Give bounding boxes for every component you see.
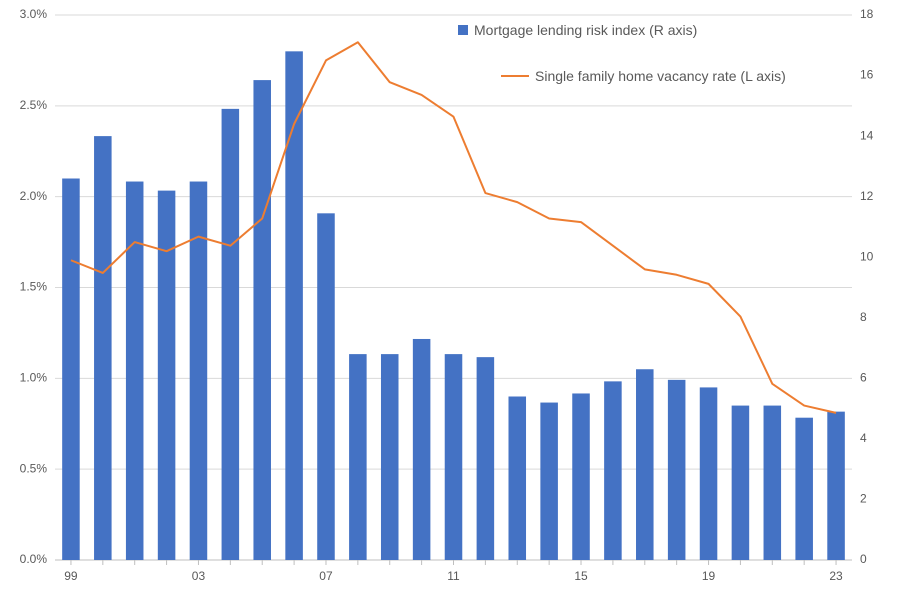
y-right-tick-label: 4 xyxy=(860,431,867,445)
bar xyxy=(62,179,80,561)
y-right-tick-label: 18 xyxy=(860,7,874,21)
bar xyxy=(827,412,845,560)
bar xyxy=(317,213,335,560)
bar xyxy=(381,354,399,560)
chart-root: 0.0% 0.5% 1.0% 1.5% 2.0% 2.5% 3.0% 0 2 4 6 8 10 12 14 1… xyxy=(0,0,897,600)
y-right-tick-label: 12 xyxy=(860,189,874,203)
legend-bar-series: Mortgage lending risk index (R axis) xyxy=(458,22,697,38)
y-left-tick-label: 0.5% xyxy=(20,461,48,475)
bar xyxy=(700,387,718,560)
y-left-tick-label: 2.5% xyxy=(20,98,48,112)
x-tick-label: 19 xyxy=(702,569,716,583)
legend-line-series: Single family home vacancy rate (L axis) xyxy=(501,68,786,84)
bar xyxy=(795,418,813,560)
x-tick-label: 99 xyxy=(64,569,78,583)
bar xyxy=(126,182,144,560)
y-right-tick-label: 14 xyxy=(860,128,874,142)
y-left-tick-label: 1.0% xyxy=(20,371,48,385)
y-left-tick-label: 0.0% xyxy=(20,552,48,566)
bar xyxy=(636,369,654,560)
bar xyxy=(413,339,431,560)
legend-line-swatch-icon xyxy=(501,75,529,77)
bar xyxy=(540,403,558,560)
bar xyxy=(158,191,176,560)
chart-svg: 0.0% 0.5% 1.0% 1.5% 2.0% 2.5% 3.0% 0 2 4 6 8 10 12 14 1… xyxy=(0,0,897,600)
legend-bar-label: Mortgage lending risk index (R axis) xyxy=(474,22,697,38)
y-right-tick-label: 6 xyxy=(860,371,867,385)
bar xyxy=(253,80,271,560)
bar xyxy=(732,406,750,560)
x-tick-label: 11 xyxy=(447,569,460,583)
x-tick-label: 15 xyxy=(574,569,588,583)
y-left-tick-label: 2.0% xyxy=(20,189,48,203)
y-right-tick-label: 10 xyxy=(860,249,874,263)
bar-series xyxy=(62,51,845,560)
bar xyxy=(668,380,686,560)
y-right-tick-label: 8 xyxy=(860,310,867,324)
x-tick-label: 03 xyxy=(192,569,206,583)
bar xyxy=(222,109,240,560)
x-tick-label: 07 xyxy=(319,569,333,583)
bar xyxy=(445,354,463,560)
bar xyxy=(572,393,590,560)
bar xyxy=(477,357,495,560)
bar xyxy=(604,381,622,560)
y-right-tick-label: 2 xyxy=(860,492,867,506)
bar xyxy=(764,406,782,560)
legend-bar-swatch-icon xyxy=(458,25,468,35)
bar xyxy=(285,51,303,560)
y-right-tick-label: 16 xyxy=(860,68,874,82)
y-left-tick-label: 1.5% xyxy=(20,280,48,294)
y-right-tick-label: 0 xyxy=(860,552,867,566)
y-left-tick-label: 3.0% xyxy=(20,7,48,21)
bar xyxy=(349,354,367,560)
legend-line-label: Single family home vacancy rate (L axis) xyxy=(535,68,786,84)
x-tick-label: 23 xyxy=(829,569,843,583)
bar xyxy=(94,136,112,560)
bar xyxy=(508,397,526,561)
